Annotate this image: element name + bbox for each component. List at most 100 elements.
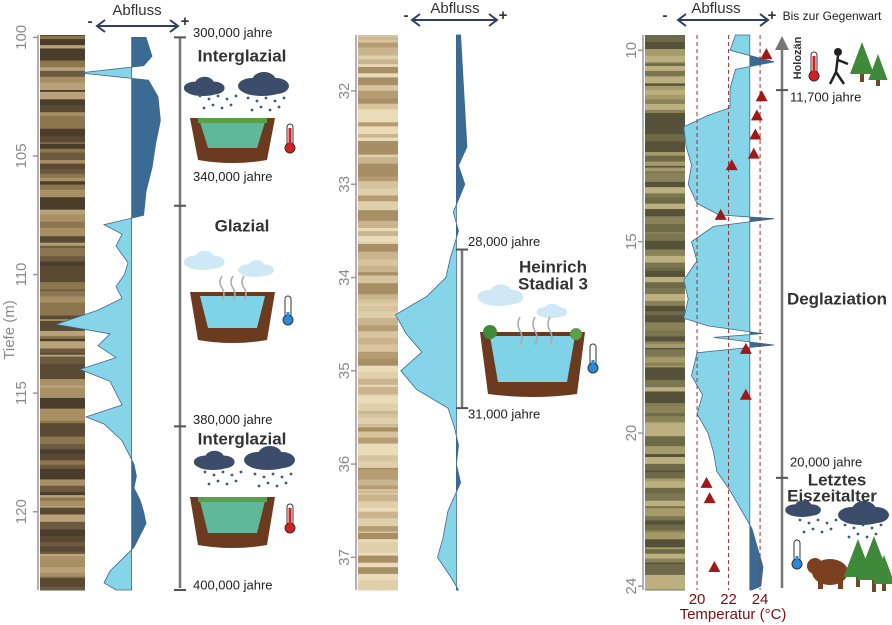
core-layer (358, 299, 398, 302)
time-label: 380,000 jahre (193, 412, 273, 427)
x-axis-title: Temperatur (°C) (680, 606, 787, 623)
core-layer (645, 558, 685, 564)
core-layer (40, 572, 85, 577)
discharge-label: Abfluss (430, 0, 479, 17)
rain-drop (225, 482, 229, 486)
core-layer (645, 311, 685, 316)
core-layer (358, 306, 398, 312)
core-layer (358, 474, 398, 481)
core-layer (645, 416, 685, 423)
core-layer (40, 82, 85, 91)
core-layer (40, 177, 85, 182)
core-layer (645, 549, 685, 555)
rain-drop (207, 482, 211, 486)
rain-drop (870, 526, 874, 530)
rain-drop (284, 481, 288, 485)
core-layer (40, 584, 85, 588)
core-layer (358, 201, 398, 206)
core-layer (40, 60, 85, 68)
thermometer-level (288, 508, 292, 526)
rain-drop (264, 96, 268, 100)
core-layer (645, 224, 685, 233)
core-layer (645, 83, 685, 87)
rain-drop (852, 526, 856, 530)
core-layer (358, 413, 398, 419)
core-layer (40, 169, 85, 175)
core-layer (358, 461, 398, 469)
core-layer (645, 336, 685, 342)
core-layer (645, 70, 685, 77)
core-layer (40, 544, 85, 547)
tree (868, 54, 888, 80)
rain-drop (825, 521, 829, 525)
core-layer (645, 249, 685, 257)
time-label: 20,000 jahre (790, 454, 862, 469)
rain-drop (811, 527, 815, 531)
discharge-min: - (88, 13, 93, 30)
core-layer (358, 491, 398, 494)
core-layer (358, 358, 398, 367)
tree-trunk (856, 575, 860, 587)
core-layer (645, 216, 685, 225)
core-layer (40, 338, 85, 342)
core-layer (358, 272, 398, 276)
core-layer (358, 386, 398, 395)
rain-drop (834, 518, 838, 522)
core-layer (40, 315, 85, 320)
y-tick-label: 33 (336, 176, 353, 193)
core-layer (358, 59, 398, 61)
core-layer (358, 395, 398, 405)
person-body (828, 55, 849, 85)
tree-trunk (876, 78, 880, 86)
core-layer (645, 159, 685, 163)
core-layer (358, 303, 398, 307)
y-tick-label: 36 (336, 456, 353, 473)
core-layer (358, 539, 398, 543)
core-layer (358, 325, 398, 332)
core-layer (645, 155, 685, 160)
temperature-point (708, 561, 721, 573)
core-layer (40, 115, 85, 124)
core-layer (358, 47, 398, 56)
core-layer (645, 457, 685, 465)
y-tick-label: 115 (13, 381, 30, 405)
core-layer (645, 48, 685, 57)
y-tick-label: 10 (623, 42, 640, 59)
core-layer (645, 322, 685, 331)
core-layer (358, 126, 398, 135)
arrow-head (95, 19, 106, 33)
thermometer-level (812, 56, 816, 74)
rain-drop (257, 484, 261, 488)
rain-drop (216, 479, 220, 483)
thermometer-level (286, 312, 290, 318)
core-layer (40, 379, 85, 386)
core-layer (645, 362, 685, 367)
core-layer (358, 122, 398, 127)
core-layer (40, 397, 85, 406)
rain-drop (277, 105, 281, 109)
core-layer (358, 437, 398, 445)
cloud (187, 260, 219, 271)
rain-drop (816, 518, 820, 522)
core-layer (358, 580, 398, 587)
core-layer (40, 485, 85, 493)
arrow-head (676, 13, 687, 27)
core-layer (358, 288, 398, 295)
core-layer (358, 210, 398, 218)
core-layer (358, 205, 398, 211)
core-layer (40, 160, 85, 165)
vapor (517, 316, 553, 346)
core-layer (645, 427, 685, 430)
core-layer (40, 39, 85, 46)
core-layer (40, 460, 85, 466)
core-layer (358, 443, 398, 450)
core-layer (645, 144, 685, 153)
core-layer (645, 472, 685, 479)
core-layer (645, 478, 685, 482)
core-layer (40, 209, 85, 215)
core-layer (40, 468, 85, 476)
core-layer (645, 90, 685, 96)
bush (483, 325, 497, 339)
core-layer (358, 419, 398, 425)
core-layer (40, 184, 85, 191)
